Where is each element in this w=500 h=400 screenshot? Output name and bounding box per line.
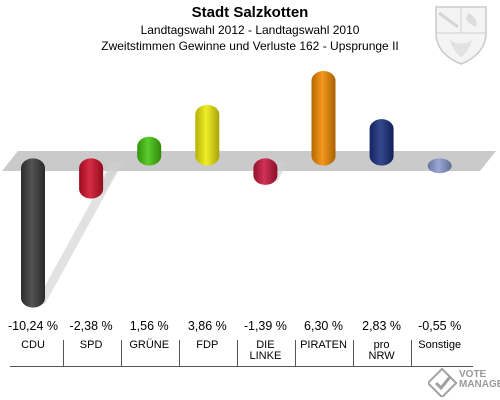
bar-pro-nrw: [369, 119, 394, 166]
category-label-pro-nrw: pro NRW: [368, 339, 395, 362]
bar-cdu: [21, 158, 45, 308]
bar-gr-ne: [137, 136, 162, 166]
coat-of-arms-nrw-icon: [435, 6, 487, 65]
bar-die-linke: [253, 158, 278, 185]
category-separator: [120, 340, 122, 366]
category-label-die-linke: DIE LINKE: [249, 339, 282, 362]
category-label-fdp: FDP: [196, 339, 219, 351]
category-separator: [236, 340, 238, 366]
chart-subtitle-2: Zweitstimmen Gewinne und Verluste 162 - …: [101, 39, 399, 53]
category-label-gr-ne: GRÜNE: [129, 339, 170, 351]
vote-manager-logo-text: VOTE MANAGER: [459, 370, 500, 390]
category-label-piraten: PIRATEN: [300, 339, 347, 351]
logo-line-2: MANAGER: [459, 379, 500, 390]
bar-piraten: [311, 71, 336, 166]
category-separator: [178, 340, 180, 366]
category-separator: [353, 340, 355, 366]
category-label-cdu: CDU: [21, 339, 45, 351]
value-label-gr-ne: 1,56 %: [129, 319, 169, 333]
value-label-die-linke: -1,39 %: [243, 319, 287, 333]
value-label-sonstige: -0,55 %: [418, 319, 462, 333]
chart-title: Stadt Salzkotten: [191, 4, 309, 21]
zero-line-band: [2, 151, 496, 171]
bar-shadow-cdu: [35, 162, 124, 304]
chart-subtitle: Landtagswahl 2012 - Landtagswahl 2010: [140, 23, 360, 37]
category-separator: [62, 340, 64, 366]
category-separator: [411, 340, 413, 366]
bar-fdp: [195, 104, 220, 166]
value-label-fdp: 3,86 %: [187, 319, 227, 333]
bar-spd: [79, 158, 104, 199]
category-separator: [294, 340, 296, 366]
logo-line-1: VOTE: [459, 369, 487, 380]
vote-manager-logo-icon: [428, 367, 458, 397]
category-label-spd: SPD: [79, 339, 103, 351]
value-label-piraten: 6,30 %: [304, 319, 343, 333]
bar-sonstige: [427, 158, 452, 174]
value-label-cdu: -10,24 %: [7, 319, 59, 333]
value-label-pro-nrw: 2,83 %: [362, 319, 402, 333]
value-label-spd: -2,38 %: [69, 319, 113, 333]
category-label-sonstige: Sonstige: [418, 339, 462, 351]
category-baseline: [10, 366, 473, 367]
